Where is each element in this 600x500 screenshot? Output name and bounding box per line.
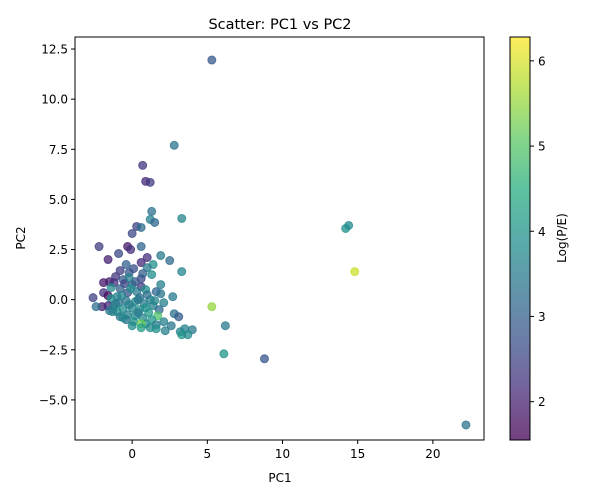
scatter-point: [138, 160, 148, 170]
scatter-point: [207, 302, 217, 312]
colorbar-tick-label: 5: [538, 140, 546, 154]
colorbar-label: Log(P/E): [555, 213, 569, 263]
scatter-point: [147, 206, 157, 216]
scatter-point: [133, 308, 143, 318]
scatter-point: [114, 249, 124, 259]
scatter-point: [138, 269, 148, 279]
y-tick-label: 7.5: [49, 143, 68, 157]
scatter-point: [127, 228, 137, 238]
scatter-point: [115, 266, 125, 276]
scatter-point: [136, 222, 146, 232]
scatter-points: [88, 55, 471, 430]
scatter-point: [88, 293, 98, 303]
scatter-point: [94, 242, 104, 252]
colorbar-tick-label: 6: [538, 54, 546, 68]
scatter-point: [177, 267, 187, 277]
colorbar-ticks: 2 3 4 5 6: [530, 54, 546, 409]
scatter-point: [136, 323, 146, 333]
scatter-point: [168, 292, 178, 302]
scatter-point: [126, 245, 136, 255]
scatter-point: [147, 270, 157, 280]
scatter-point: [166, 321, 176, 331]
scatter-point: [150, 296, 160, 306]
scatter-point: [156, 280, 166, 290]
scatter-point: [341, 223, 351, 233]
scatter-point: [219, 349, 229, 359]
scatter-point: [259, 354, 269, 364]
scatter-point: [159, 317, 169, 327]
scatter-point: [124, 273, 134, 283]
scatter-point: [121, 260, 131, 270]
scatter-point: [174, 312, 184, 322]
colorbar-tick-label: 4: [538, 225, 546, 239]
scatter-point: [160, 326, 170, 336]
scatter-point: [91, 302, 101, 312]
x-axis-label: PC1: [268, 471, 291, 485]
y-axis-label: PC2: [14, 226, 28, 249]
scatter-point: [117, 291, 127, 301]
x-tick-label: 15: [350, 447, 365, 461]
plot-area-frame: [74, 36, 485, 441]
x-tick-label: 20: [425, 447, 440, 461]
x-axis-ticks: 0 5 10 15 20: [128, 440, 441, 461]
scatter-point: [136, 258, 146, 268]
scatter-point: [141, 303, 151, 313]
scatter-point: [118, 313, 128, 323]
scatter-point: [156, 251, 166, 261]
scatter-point: [151, 324, 161, 334]
x-tick-label: 5: [204, 447, 212, 461]
scatter-point: [220, 321, 230, 331]
colorbar-tick-label: 3: [538, 310, 546, 324]
scatter-point: [124, 300, 134, 310]
scatter-point: [142, 253, 152, 263]
y-tick-label: −2.5: [39, 343, 68, 357]
scatter-point: [169, 140, 179, 150]
chart-title: Scatter: PC1 vs PC2: [208, 17, 351, 33]
scatter-point: [150, 217, 160, 227]
colorbar-frame: [509, 36, 531, 441]
scatter-point: [106, 283, 116, 293]
y-tick-label: 5.0: [49, 193, 68, 207]
scatter-point: [111, 299, 121, 309]
scatter-point: [165, 256, 175, 266]
colorbar-tick-label: 2: [538, 395, 546, 409]
scatter-point: [156, 289, 166, 299]
scatter-point: [108, 307, 118, 317]
y-tick-label: −5.0: [39, 393, 68, 407]
y-tick-label: 10.0: [41, 93, 68, 107]
scatter-point: [145, 177, 155, 187]
scatter-point: [103, 255, 113, 265]
scatter-point: [99, 278, 109, 288]
x-tick-label: 10: [275, 447, 290, 461]
scatter-point: [133, 295, 143, 305]
scatter-point: [461, 420, 471, 430]
scatter-point: [142, 290, 152, 300]
y-tick-label: 2.5: [49, 243, 68, 257]
scatter-point: [136, 242, 146, 252]
scatter-point: [126, 284, 136, 294]
y-tick-label: 0.0: [49, 293, 68, 307]
y-axis-ticks: −5.0 −2.5 0.0 2.5 5.0 7.5 10.0 12.5: [39, 43, 75, 407]
scatter-point: [207, 55, 217, 65]
x-tick-label: 0: [128, 447, 136, 461]
scatter-point: [350, 267, 360, 277]
scatter-point: [159, 298, 169, 308]
scatter-point: [177, 213, 187, 223]
scatter-point: [127, 321, 137, 331]
colorbar-gradient: [510, 37, 530, 440]
scatter-point: [142, 263, 152, 273]
scatter-point: [183, 330, 193, 340]
y-tick-label: 12.5: [41, 43, 68, 57]
